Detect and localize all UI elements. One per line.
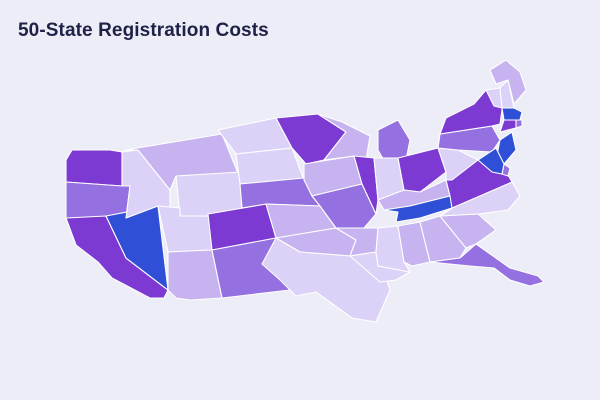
state-FL[interactable] [429,243,545,287]
state-OH[interactable] [397,147,447,193]
state-GA[interactable] [419,215,467,263]
map-title: 50-State Registration Costs [18,20,269,41]
state-OR[interactable] [65,181,131,219]
state-IL[interactable] [353,155,379,215]
state-CT[interactable] [499,119,517,133]
state-RI[interactable] [515,119,523,129]
state-MD[interactable] [477,147,505,175]
state-WA[interactable] [65,149,123,187]
state-AL[interactable] [397,221,431,267]
state-MA[interactable] [501,107,523,121]
state-ME[interactable] [489,59,527,105]
